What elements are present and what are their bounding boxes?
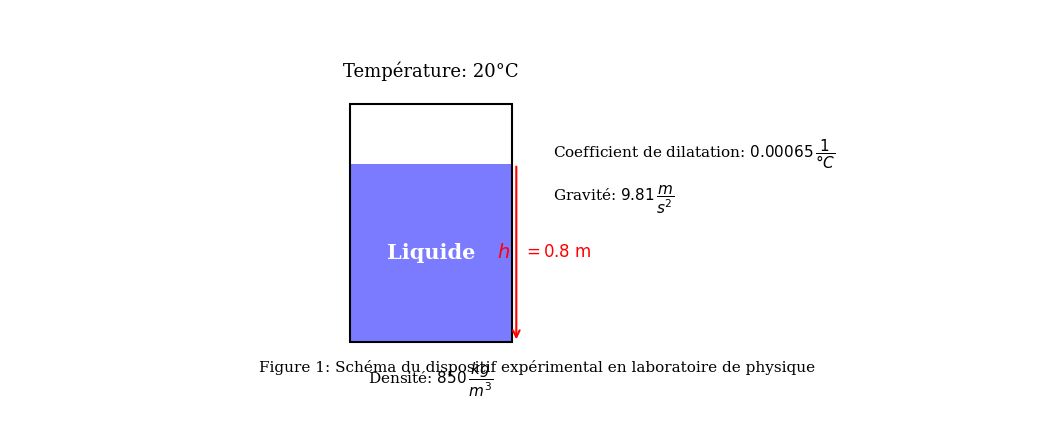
Text: Température: 20°C: Température: 20°C: [343, 62, 519, 81]
Bar: [350, 164, 512, 342]
Text: $= 0.8\ \mathrm{m}$: $= 0.8\ \mathrm{m}$: [522, 245, 592, 262]
Bar: [350, 104, 512, 342]
Text: $h$: $h$: [496, 244, 510, 263]
Text: Coefficient de dilatation: $0.00065\,\dfrac{1}{°C}$: Coefficient de dilatation: $0.00065\,\df…: [553, 137, 836, 171]
Text: Densité: $850\,\dfrac{kg}{m^3}$: Densité: $850\,\dfrac{kg}{m^3}$: [369, 360, 494, 399]
Text: Figure 1: Schéma du dispositif expérimental en laboratoire de physique: Figure 1: Schéma du dispositif expérimen…: [259, 360, 815, 375]
Text: Liquide: Liquide: [387, 243, 475, 263]
Text: Gravité: $9.81\,\dfrac{m}{s^2}$: Gravité: $9.81\,\dfrac{m}{s^2}$: [553, 184, 674, 216]
